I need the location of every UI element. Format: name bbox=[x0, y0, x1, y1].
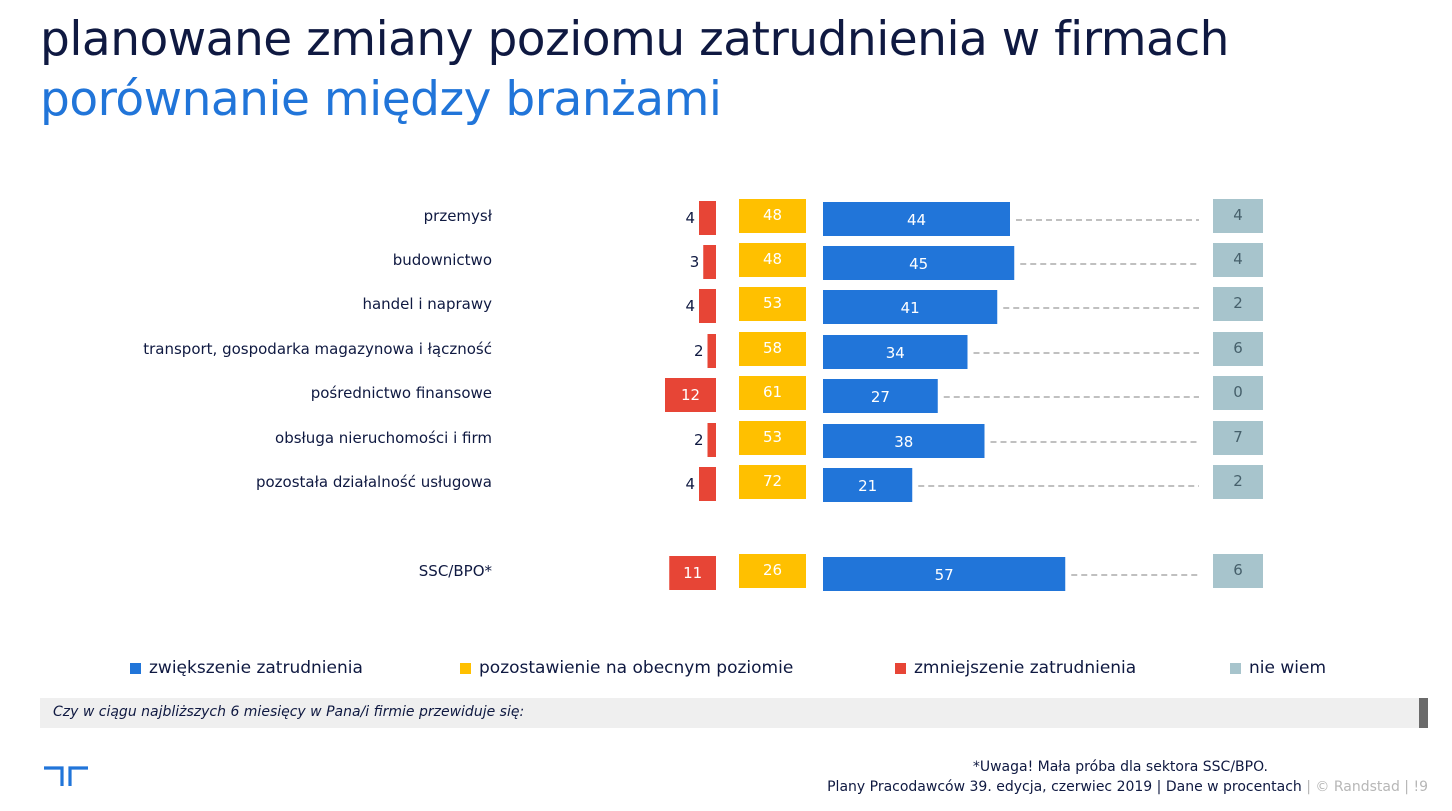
value-label-same: 48 bbox=[763, 206, 782, 224]
value-label-dontknow: 7 bbox=[1233, 428, 1243, 446]
category-label: pośrednictwo finansowe bbox=[311, 384, 492, 402]
bar-increase bbox=[823, 557, 1066, 591]
bar-increase bbox=[823, 290, 998, 324]
bar-increase bbox=[823, 468, 913, 502]
bar-decrease bbox=[707, 334, 716, 368]
bar-same bbox=[739, 332, 806, 366]
bar-decrease bbox=[699, 201, 716, 235]
bar-increase bbox=[823, 379, 938, 413]
value-label-increase: 27 bbox=[871, 388, 890, 406]
legend-swatch-dontknow bbox=[1230, 662, 1241, 674]
bar-same bbox=[739, 376, 806, 410]
bar-increase bbox=[823, 335, 968, 369]
legend-swatch-same bbox=[460, 662, 471, 674]
bar-increase bbox=[823, 424, 985, 458]
footer-source: Plany Pracodawców 39. edycja, czerwiec 2… bbox=[827, 779, 1153, 795]
value-label-same: 61 bbox=[763, 383, 782, 401]
bar-same bbox=[739, 199, 806, 233]
legend-label-dontknow: nie wiem bbox=[1249, 658, 1327, 678]
value-label-same: 53 bbox=[763, 294, 782, 312]
bar-decrease bbox=[703, 245, 716, 279]
bar-same bbox=[739, 287, 806, 321]
legend-item-dontknow: nie wiem bbox=[1230, 658, 1326, 678]
value-label-dontknow: 2 bbox=[1233, 472, 1243, 490]
value-label-decrease: 4 bbox=[685, 297, 695, 315]
value-label-decrease: 12 bbox=[681, 386, 700, 404]
value-label-same: 53 bbox=[763, 428, 782, 446]
value-label-decrease: 4 bbox=[685, 475, 695, 493]
value-label-increase: 41 bbox=[901, 299, 920, 317]
page-subtitle: porównanie między branżami bbox=[40, 72, 722, 127]
bar-dontknow bbox=[1213, 287, 1263, 321]
value-label-decrease: 11 bbox=[683, 564, 702, 582]
bar-dontknow bbox=[1213, 465, 1263, 499]
footer: Plany Pracodawców 39. edycja, czerwiec 2… bbox=[827, 779, 1428, 795]
category-label: pozostała działalność usługowa bbox=[256, 473, 492, 491]
legend-label-increase: zwiększenie zatrudnienia bbox=[149, 658, 363, 678]
bar-increase bbox=[823, 246, 1015, 280]
bar-dontknow bbox=[1213, 332, 1263, 366]
value-label-dontknow: 4 bbox=[1233, 250, 1243, 268]
legend-item-increase: zwiększenie zatrudnienia bbox=[130, 658, 363, 678]
bar-increase bbox=[823, 202, 1010, 236]
value-label-dontknow: 6 bbox=[1233, 339, 1243, 357]
value-label-same: 26 bbox=[763, 561, 782, 579]
question-bar: Czy w ciągu najbliższych 6 miesięcy w Pa… bbox=[40, 698, 1428, 728]
bar-decrease bbox=[699, 467, 716, 501]
legend-swatch-decrease bbox=[895, 662, 906, 674]
category-label: transport, gospodarka magazynowa i łączn… bbox=[143, 340, 492, 358]
chart-legend: zwiększenie zatrudnienia pozostawienie n… bbox=[130, 658, 1360, 682]
value-label-increase: 44 bbox=[907, 211, 926, 229]
bar-same bbox=[739, 243, 806, 277]
bar-decrease bbox=[707, 423, 716, 457]
bar-dontknow bbox=[1213, 243, 1263, 277]
legend-item-decrease: zmniejszenie zatrudnienia bbox=[895, 658, 1136, 678]
value-label-same: 58 bbox=[763, 339, 782, 357]
value-label-dontknow: 0 bbox=[1233, 383, 1243, 401]
bar-decrease bbox=[665, 378, 716, 412]
value-label-increase: 38 bbox=[894, 433, 913, 451]
footer-units: | Dane w procentach bbox=[1156, 779, 1302, 795]
bar-same bbox=[739, 421, 806, 455]
bar-dontknow bbox=[1213, 376, 1263, 410]
category-label: przemysł bbox=[424, 207, 493, 225]
value-label-same: 72 bbox=[763, 472, 782, 490]
bar-decrease bbox=[699, 289, 716, 323]
legend-label-decrease: zmniejszenie zatrudnienia bbox=[914, 658, 1137, 678]
value-label-increase: 57 bbox=[935, 566, 954, 584]
legend-label-same: pozostawienie na obecnym poziomie bbox=[479, 658, 794, 678]
value-label-same: 48 bbox=[763, 250, 782, 268]
value-label-decrease: 3 bbox=[690, 253, 700, 271]
question-bar-marker bbox=[1419, 698, 1428, 728]
legend-swatch-increase bbox=[130, 662, 141, 674]
category-label: handel i naprawy bbox=[362, 295, 492, 313]
randstad-logo-icon bbox=[44, 766, 88, 786]
bar-dontknow bbox=[1213, 421, 1263, 455]
value-label-dontknow: 2 bbox=[1233, 294, 1243, 312]
value-label-dontknow: 4 bbox=[1233, 206, 1243, 224]
value-label-decrease: 2 bbox=[694, 431, 704, 449]
value-label-decrease: 4 bbox=[685, 209, 695, 227]
footnote: *Uwaga! Mała próba dla sektora SSC/BPO. bbox=[972, 759, 1268, 775]
value-label-dontknow: 6 bbox=[1233, 561, 1243, 579]
value-label-decrease: 2 bbox=[694, 342, 704, 360]
footer-page-number: !9 bbox=[1413, 779, 1428, 795]
footer-copyright: | © Randstad | bbox=[1306, 779, 1410, 795]
survey-question: Czy w ciągu najbliższych 6 miesięcy w Pa… bbox=[53, 704, 525, 720]
bar-dontknow bbox=[1213, 554, 1263, 588]
page-title: planowane zmiany poziomu zatrudnienia w … bbox=[40, 12, 1229, 67]
legend-item-same: pozostawienie na obecnym poziomie bbox=[460, 658, 793, 678]
category-label: budownictwo bbox=[393, 251, 492, 269]
value-label-increase: 34 bbox=[886, 344, 905, 362]
value-label-increase: 45 bbox=[909, 255, 928, 273]
category-label: obsługa nieruchomości i firm bbox=[275, 429, 492, 447]
bar-same bbox=[739, 465, 806, 499]
bar-decrease bbox=[669, 556, 716, 590]
value-label-increase: 21 bbox=[858, 477, 877, 495]
bar-dontknow bbox=[1213, 199, 1263, 233]
category-label: SSC/BPO* bbox=[419, 562, 493, 580]
bar-same bbox=[739, 554, 806, 588]
